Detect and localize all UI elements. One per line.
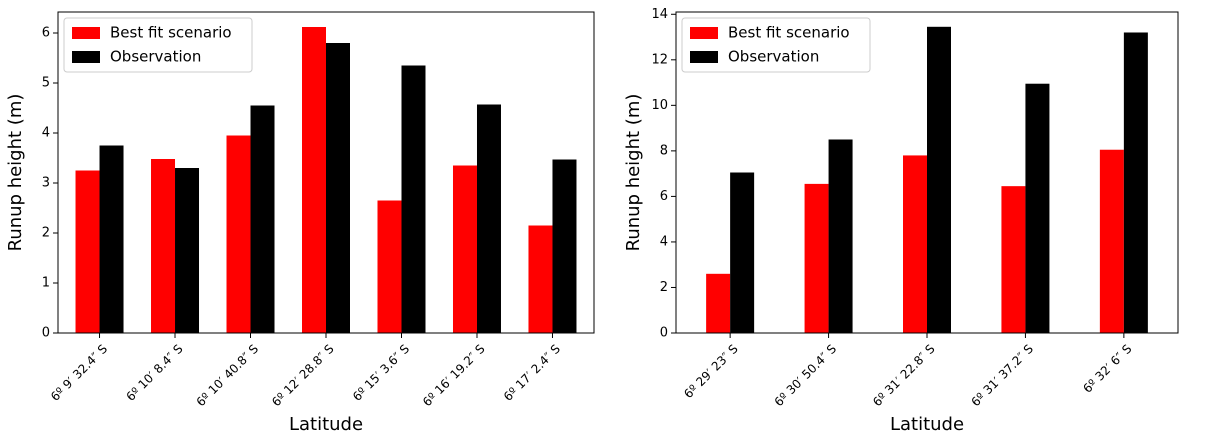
bar: [828, 139, 853, 333]
legend-label: Best fit scenario: [110, 24, 232, 42]
bar: [377, 200, 402, 333]
bar: [151, 159, 176, 333]
x-tick-label: 6º 10′ 8.4″ S: [123, 342, 185, 404]
legend-label: Observation: [110, 48, 201, 66]
x-tick-label: 6º 12′ 28.8″ S: [269, 342, 337, 410]
bar: [1123, 32, 1148, 334]
legend-box: [63, 17, 253, 73]
bar: [927, 26, 951, 333]
y-tick-label: 6: [660, 189, 668, 204]
y-tick-label: 14: [651, 7, 668, 22]
bar: [302, 27, 326, 333]
x-axis-label: Latitude: [890, 414, 964, 435]
legend-swatch: [690, 27, 718, 39]
y-tick-label: 2: [660, 280, 668, 295]
x-tick-label: 6º 10′ 40.8″ S: [194, 342, 262, 410]
bar: [175, 168, 200, 333]
bar: [250, 105, 275, 333]
y-tick-label: 3: [42, 176, 50, 191]
bar: [903, 155, 927, 333]
y-tick-label: 4: [660, 234, 668, 249]
chart: 0 1 2 3 4 5 6 6º 9′ 32.4″ S 6º 10′ 8.4″ S 6º 10′ …: [5, 11, 595, 435]
x-tick-label: 6º 16′ 19.2″ S: [420, 342, 488, 410]
bar: [552, 159, 577, 333]
bar: [804, 183, 829, 333]
y-tick-label: 2: [42, 226, 50, 241]
y-axis-label: Runup height (m): [623, 94, 644, 252]
x-tick-label: 6º 32′ 6″ S: [1080, 342, 1134, 396]
legend-swatch: [72, 27, 100, 39]
bar: [1099, 149, 1124, 333]
legend-label: Observation: [728, 48, 819, 66]
bar: [401, 65, 426, 333]
y-axis-label: Runup height (m): [5, 94, 26, 252]
bar: [1025, 83, 1050, 333]
y-tick-label: 6: [42, 26, 50, 41]
x-tick-label: 6º 29′ 23″ S: [681, 342, 740, 401]
bar: [99, 145, 124, 333]
plot-frame: [57, 11, 595, 334]
legend-label: Best fit scenario: [728, 24, 850, 42]
legend-swatch: [72, 51, 100, 63]
bar: [528, 225, 553, 333]
chart: 0 2 4 6 8 10 12 14 6º 29′ 23″ S 6º 30′ 50.4″ S 6º …: [623, 7, 1179, 435]
bar: [226, 135, 251, 333]
x-axis-label: Latitude: [289, 414, 363, 435]
legend-swatch: [690, 51, 718, 63]
y-tick-label: 10: [651, 98, 668, 113]
y-tick-label: 0: [660, 326, 668, 341]
bar: [706, 273, 731, 333]
bar: [452, 165, 477, 333]
bar: [75, 170, 100, 333]
y-tick-label: 5: [42, 76, 50, 91]
x-tick-label: 6º 15′ 3.6″ S: [350, 342, 412, 404]
x-tick-label: 6º 30′ 50.4″ S: [772, 342, 840, 410]
x-tick-label: 6º 9′ 32.4″ S: [48, 342, 110, 404]
y-tick-label: 4: [42, 126, 50, 141]
y-tick-label: 8: [660, 143, 668, 158]
y-tick-label: 0: [42, 326, 50, 341]
bar: [476, 104, 501, 333]
bar: [1001, 186, 1026, 333]
bar: [730, 172, 755, 333]
legend-box: [681, 17, 871, 73]
x-tick-label: 6º 17′ 2.4″ S: [501, 342, 563, 404]
y-tick-label: 1: [42, 276, 50, 291]
bar: [326, 43, 350, 333]
plot-frame: [675, 11, 1179, 334]
x-tick-label: 6º 31′ 37.2″ S: [968, 342, 1036, 410]
y-tick-label: 12: [651, 52, 668, 67]
x-tick-label: 6º 31′ 22.8″ S: [870, 342, 938, 410]
